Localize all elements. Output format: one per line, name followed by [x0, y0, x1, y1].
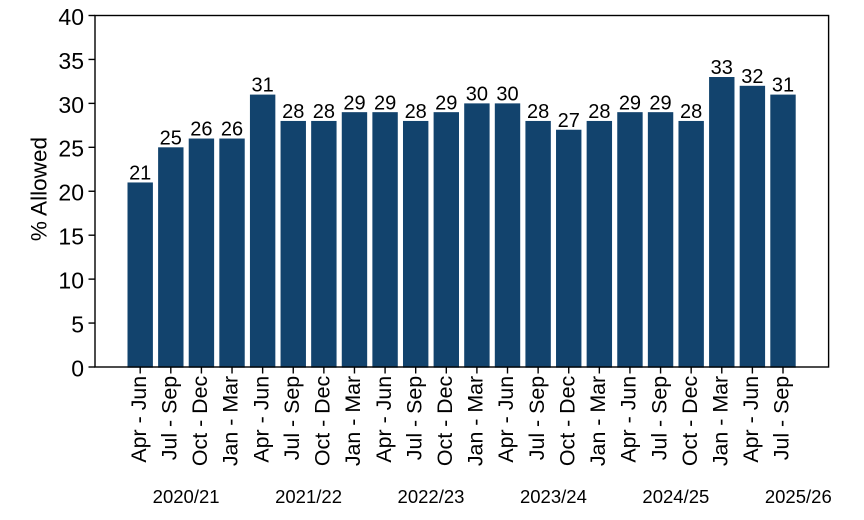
svg-text:26: 26 [221, 119, 243, 141]
svg-text:2022/23: 2022/23 [398, 486, 465, 507]
svg-text:2024/25: 2024/25 [642, 486, 709, 507]
svg-text:Oct - Dec: Oct - Dec [555, 375, 579, 466]
svg-text:30: 30 [466, 83, 488, 105]
svg-text:28: 28 [313, 101, 335, 123]
svg-text:21: 21 [129, 163, 151, 185]
svg-text:28: 28 [405, 101, 427, 123]
svg-text:Jan - Mar: Jan - Mar [219, 376, 243, 466]
svg-text:Oct - Dec: Oct - Dec [678, 375, 702, 466]
svg-text:Jul - Sep: Jul - Sep [280, 376, 304, 460]
svg-text:Apr - Jun: Apr - Jun [617, 376, 641, 463]
svg-text:29: 29 [343, 92, 365, 114]
svg-text:25: 25 [58, 136, 84, 162]
svg-text:26: 26 [190, 119, 212, 141]
svg-text:20: 20 [58, 180, 84, 206]
svg-text:2023/24: 2023/24 [520, 486, 587, 507]
svg-text:29: 29 [649, 92, 671, 114]
svg-text:29: 29 [619, 92, 641, 114]
svg-text:Jan - Mar: Jan - Mar [341, 376, 365, 466]
svg-text:Oct - Dec: Oct - Dec [433, 375, 457, 466]
svg-text:29: 29 [435, 92, 457, 114]
svg-text:Apr - Jun: Apr - Jun [739, 376, 763, 463]
svg-text:28: 28 [680, 101, 702, 123]
svg-text:25: 25 [160, 127, 182, 149]
svg-text:Oct - Dec: Oct - Dec [188, 375, 212, 466]
svg-text:27: 27 [558, 110, 580, 132]
svg-text:28: 28 [527, 101, 549, 123]
svg-text:32: 32 [741, 66, 763, 88]
svg-text:30: 30 [58, 92, 84, 118]
svg-text:2025/26: 2025/26 [765, 486, 832, 507]
svg-text:10: 10 [58, 268, 84, 294]
svg-text:28: 28 [282, 101, 304, 123]
svg-text:Apr - Jun: Apr - Jun [494, 376, 518, 463]
svg-text:Apr - Jun: Apr - Jun [127, 376, 151, 463]
svg-text:Jul - Sep: Jul - Sep [525, 376, 549, 460]
svg-text:28: 28 [588, 101, 610, 123]
svg-text:31: 31 [252, 75, 274, 97]
svg-text:40: 40 [58, 4, 84, 30]
svg-text:31: 31 [772, 75, 794, 97]
svg-text:Apr - Jun: Apr - Jun [372, 376, 396, 463]
svg-text:Jan - Mar: Jan - Mar [464, 376, 488, 466]
svg-text:29: 29 [374, 92, 396, 114]
svg-text:Jul - Sep: Jul - Sep [647, 376, 671, 460]
svg-text:% Allowed: % Allowed [27, 137, 52, 241]
svg-text:0: 0 [71, 355, 84, 381]
svg-text:30: 30 [496, 83, 518, 105]
svg-text:Oct - Dec: Oct - Dec [311, 375, 335, 466]
svg-text:Jan - Mar: Jan - Mar [708, 376, 732, 466]
svg-text:Apr - Jun: Apr - Jun [249, 376, 273, 463]
svg-text:Jul - Sep: Jul - Sep [402, 376, 426, 460]
svg-text:2020/21: 2020/21 [153, 486, 220, 507]
svg-text:35: 35 [58, 48, 84, 74]
svg-text:33: 33 [711, 57, 733, 79]
svg-text:15: 15 [58, 224, 84, 250]
svg-text:5: 5 [71, 311, 84, 337]
svg-text:Jan - Mar: Jan - Mar [586, 376, 610, 466]
svg-text:2021/22: 2021/22 [275, 486, 342, 507]
svg-text:Jul - Sep: Jul - Sep [158, 376, 182, 460]
svg-text:Jul - Sep: Jul - Sep [770, 376, 794, 460]
